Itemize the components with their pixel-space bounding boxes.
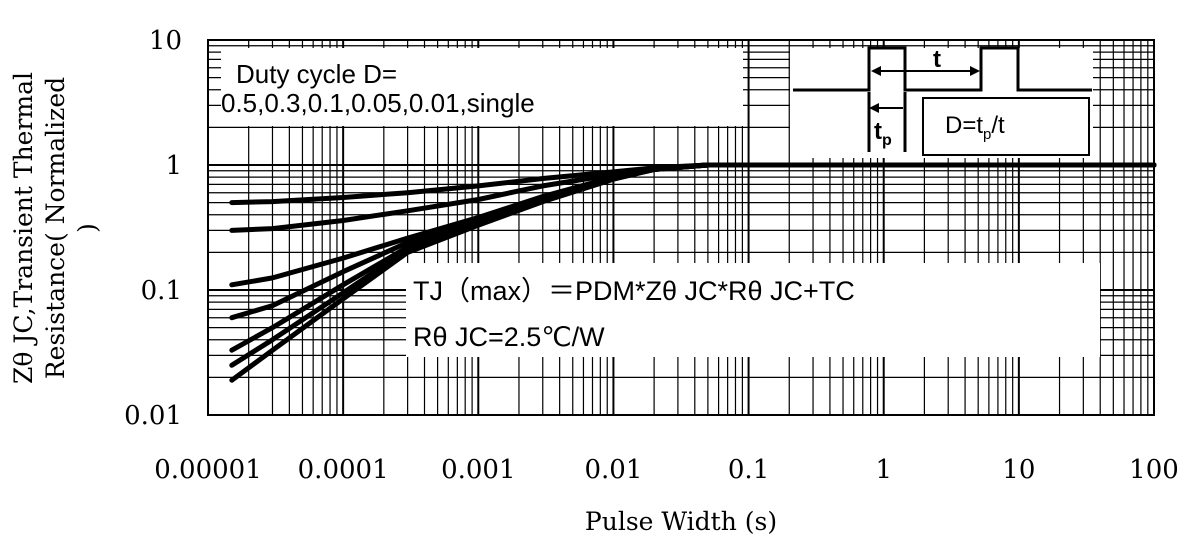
formula-box <box>406 263 1100 357</box>
duty-formula-sub: p <box>983 126 991 143</box>
duty-cycle-label: Duty cycle D= <box>236 59 397 89</box>
x-tick-label: 0.00001 <box>154 455 262 485</box>
y-tick-label: 0.1 <box>141 276 182 306</box>
tick-labels: 0.00001 0.0001 0.001 0.01 0.1 1 10 100 10 1 0.1 0.0… <box>124 26 1179 485</box>
duty-cycle-box <box>221 48 743 126</box>
series-line-7 <box>229 162 1157 383</box>
duty-formula-text: D=tp/t <box>945 112 1005 143</box>
pulse-width-t: t <box>874 118 882 145</box>
period-label: t <box>933 46 941 73</box>
x-tick-label: 0.1 <box>728 455 769 485</box>
x-tick-label: 0.0001 <box>298 455 389 485</box>
x-tick-label: 0.001 <box>441 455 515 485</box>
y-axis-title-line3: ) <box>73 223 102 233</box>
pulse-width-label: tp <box>874 118 892 149</box>
x-tick-label: 100 <box>1129 455 1179 485</box>
x-tick-label: 10 <box>1002 455 1035 485</box>
y-tick-label: 1 <box>165 151 182 181</box>
y-axis-title-line2: Resistance( Normalized <box>41 77 70 379</box>
duty-formula-frame <box>922 97 1090 156</box>
y-tick-label: 0.01 <box>124 401 182 431</box>
pulse-waveform <box>793 46 1092 92</box>
pulse-diagram: t tp D=tp/t <box>793 46 1092 156</box>
period-arrow-head-left <box>871 66 881 76</box>
duty-cycle-values: 0.5,0.3,0.1,0.05,0.01,single <box>221 88 535 118</box>
formula-text: TJ（max）＝PDM*Zθ JC*Rθ JC+TC <box>413 276 855 306</box>
duty-formula-prefix: D=t <box>945 112 983 139</box>
rth-text: Rθ JC=2.5℃/W <box>413 322 605 352</box>
x-axis-title: Pulse Width (s) <box>585 507 777 536</box>
y-axis-title: Zθ JC,Transient Thermal Resistance( Norm… <box>9 72 102 384</box>
pulse-width-arrow-head <box>869 103 879 113</box>
plot-frame <box>207 39 1155 416</box>
y-tick-label: 10 <box>149 26 182 56</box>
y-axis-title-line1: Zθ JC,Transient Thermal <box>9 72 38 384</box>
duty-formula-suffix: /t <box>991 112 1005 139</box>
x-tick-label: 1 <box>875 455 892 485</box>
period-arrow-head-right <box>970 66 980 76</box>
pulse-width-sub: p <box>882 132 892 149</box>
x-tick-label: 0.01 <box>584 455 642 485</box>
curves <box>229 162 1157 383</box>
